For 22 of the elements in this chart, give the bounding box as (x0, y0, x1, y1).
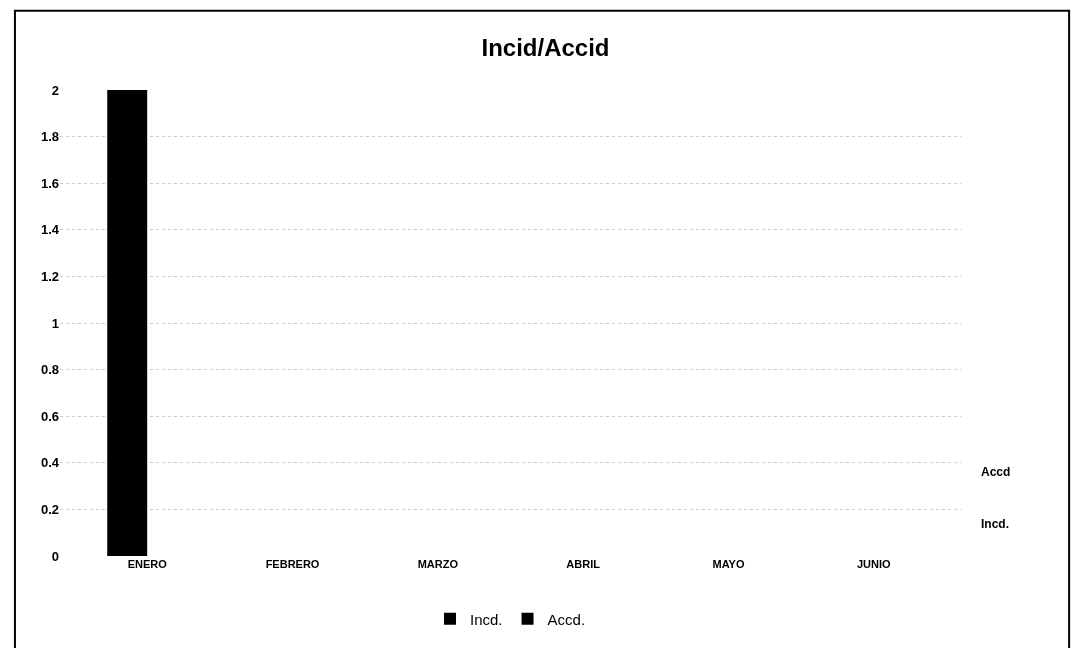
legend-label: Accd. (547, 610, 586, 628)
x-tick-label: ABRIL (566, 558, 601, 570)
y-tick-label: 2 (51, 82, 59, 98)
text: Accd (981, 465, 1011, 479)
y-tick-label: 0.8 (40, 362, 59, 378)
chart-title: Incid/Accid (481, 33, 610, 61)
y-tick-label: 0.2 (40, 501, 59, 517)
y-tick-label: 1 (51, 315, 59, 331)
text: Incd. (981, 517, 1010, 531)
y-tick-label: 0.4 (40, 455, 60, 471)
y-tick-label: 1.4 (40, 222, 60, 238)
y-tick-label: 0.6 (40, 408, 59, 424)
x-tick-label: JUNIO (857, 558, 892, 570)
x-tick-label: MAYO (712, 558, 745, 570)
x-tick-label: ENERO (127, 558, 168, 570)
y-tick-label: 1.6 (40, 175, 59, 191)
x-tick-label: FEBRERO (265, 558, 320, 570)
y-tick-label: 0 (51, 548, 59, 564)
x-tick-label: MARZO (417, 558, 459, 570)
legend-label: Incd. (470, 610, 503, 628)
y-tick-label: 1.8 (40, 129, 59, 145)
y-tick-label: 1.2 (40, 268, 59, 284)
